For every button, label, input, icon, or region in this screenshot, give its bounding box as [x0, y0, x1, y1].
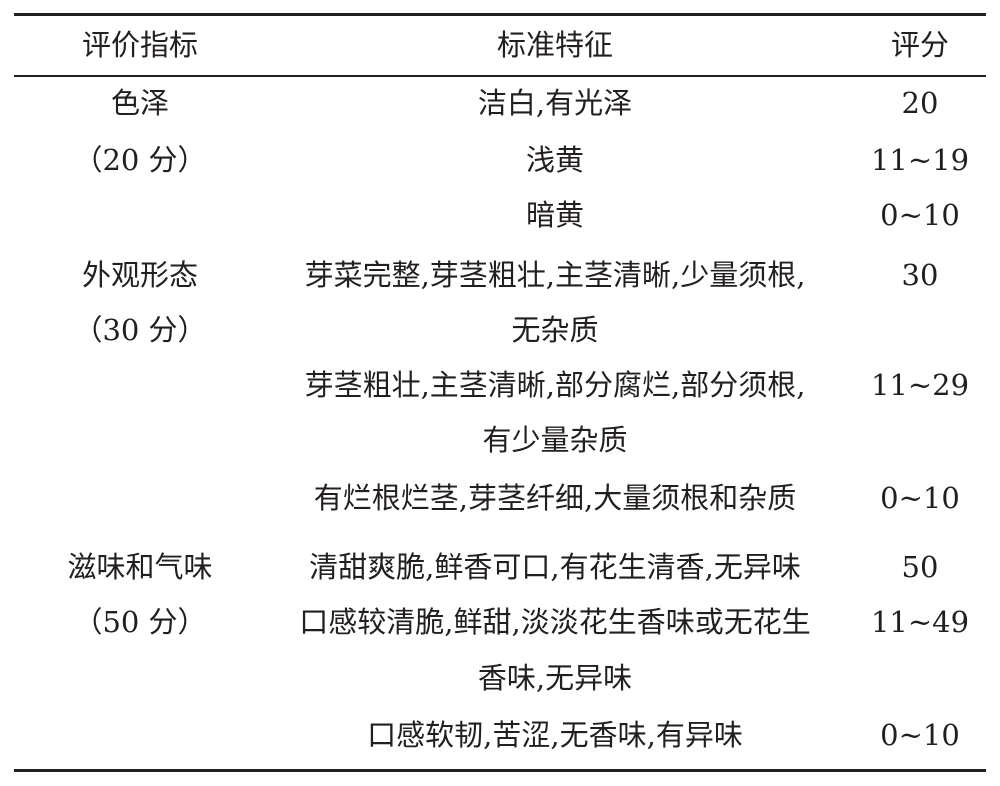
score-value: 0~10: [880, 198, 960, 232]
header-standard: 标准特征: [496, 28, 614, 62]
standard-text: 有少量杂质: [482, 423, 628, 457]
standard-text: 清甜爽脆,鲜香可口,有花生清香,无异味: [309, 550, 801, 584]
standard-text: 芽茎粗壮,主茎清晰,部分腐烂,部分须根,: [304, 368, 806, 402]
score-value: 11~19: [870, 143, 970, 177]
header-indicator: 评价指标: [81, 28, 199, 62]
header-score: 评分: [890, 28, 950, 62]
indicator-max-score: （20 分）: [73, 143, 207, 177]
indicator-name: 外观形态: [81, 258, 199, 292]
header-rule: [14, 75, 986, 77]
score-value: 0~10: [880, 481, 960, 515]
standard-text: 芽菜完整,芽茎粗壮,主茎清晰,少量须根,: [304, 258, 806, 292]
score-value: 20: [901, 86, 939, 120]
score-value: 30: [901, 258, 939, 292]
score-value: 50: [901, 550, 939, 584]
score-value: 0~10: [880, 718, 960, 752]
score-value: 11~49: [870, 605, 970, 639]
top-rule: [14, 13, 986, 16]
indicator-max-score: （30 分）: [73, 313, 207, 347]
standard-text: 浅黄: [525, 143, 585, 177]
standard-text: 口感软韧,苦涩,无香味,有异味: [367, 718, 743, 752]
indicator-name: 色泽: [110, 86, 170, 120]
standard-text: 口感较清脆,鲜甜,淡淡花生香味或无花生: [299, 605, 811, 639]
standard-text: 有烂根烂茎,芽茎纤细,大量须根和杂质: [313, 481, 797, 515]
standard-text: 香味,无异味: [477, 661, 633, 695]
standard-text: 暗黄: [525, 198, 585, 232]
indicator-name: 滋味和气味: [67, 550, 213, 584]
standard-text: 无杂质: [511, 313, 599, 347]
bottom-rule: [14, 769, 986, 772]
score-value: 11~29: [870, 368, 970, 402]
indicator-max-score: （50 分）: [73, 605, 207, 639]
standard-text: 洁白,有光泽: [477, 86, 633, 120]
